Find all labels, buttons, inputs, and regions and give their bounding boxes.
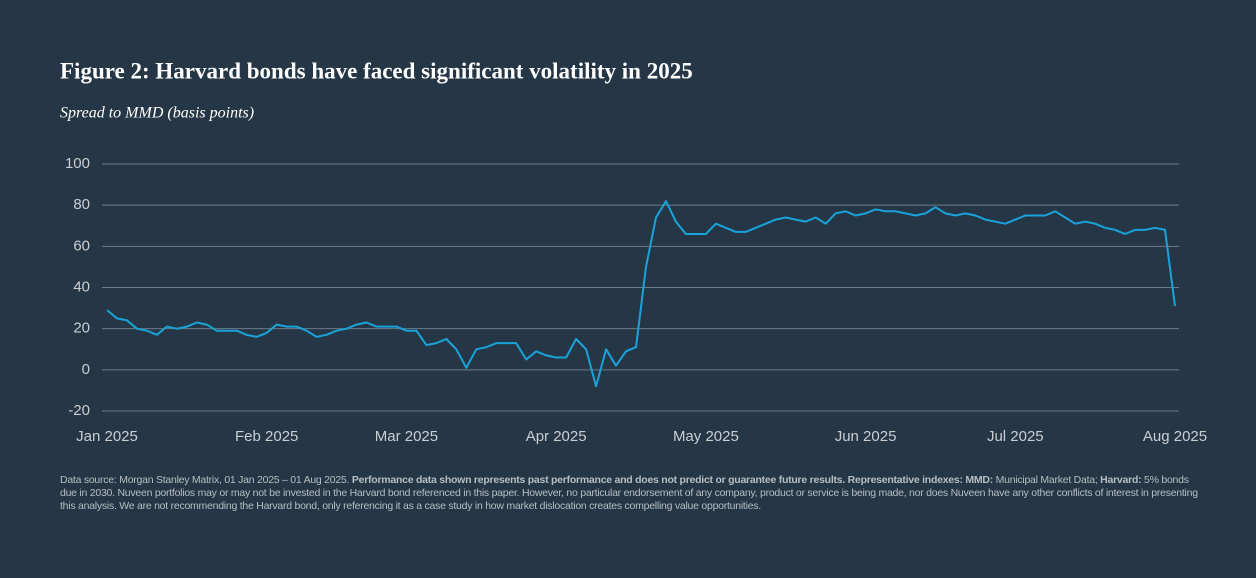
y-tick-label: 20 bbox=[73, 320, 90, 337]
y-tick-label: 100 bbox=[65, 155, 90, 172]
footnote-text: Harvard: bbox=[1100, 474, 1142, 486]
x-tick-label: Jan 2025 bbox=[76, 428, 138, 445]
chart-title: Figure 2: Harvard bonds have faced signi… bbox=[60, 58, 693, 83]
y-tick-label: -20 bbox=[68, 402, 90, 419]
x-tick-label: Jun 2025 bbox=[835, 428, 897, 445]
y-tick-label: 40 bbox=[73, 278, 90, 295]
y-tick-label: 60 bbox=[73, 237, 90, 254]
x-tick-label: May 2025 bbox=[673, 428, 739, 445]
chart: Figure 2: Harvard bonds have faced signi… bbox=[60, 58, 1207, 445]
footnote-text: 5% bonds due in 2030. Nuveen portfolios … bbox=[60, 474, 1198, 512]
chart-subtitle: Spread to MMD (basis points) bbox=[60, 105, 254, 122]
x-tick-label: Aug 2025 bbox=[1143, 428, 1207, 445]
x-tick-label: Apr 2025 bbox=[526, 428, 587, 445]
x-tick-label: Feb 2025 bbox=[235, 428, 298, 445]
data-line bbox=[106, 200, 1176, 388]
y-tick-label: 80 bbox=[73, 196, 90, 213]
x-tick-label: Mar 2025 bbox=[375, 428, 438, 445]
footnote-text: Performance data shown represents past p… bbox=[351, 474, 993, 486]
x-tick-label: Jul 2025 bbox=[987, 428, 1044, 445]
footnote-text: Data source: Morgan Stanley Matrix, 01 J… bbox=[60, 474, 352, 486]
footnote: Data source: Morgan Stanley Matrix, 01 J… bbox=[60, 474, 1200, 513]
y-tick-label: 0 bbox=[82, 361, 90, 378]
footnote-text: Municipal Market Data; bbox=[992, 474, 1101, 486]
